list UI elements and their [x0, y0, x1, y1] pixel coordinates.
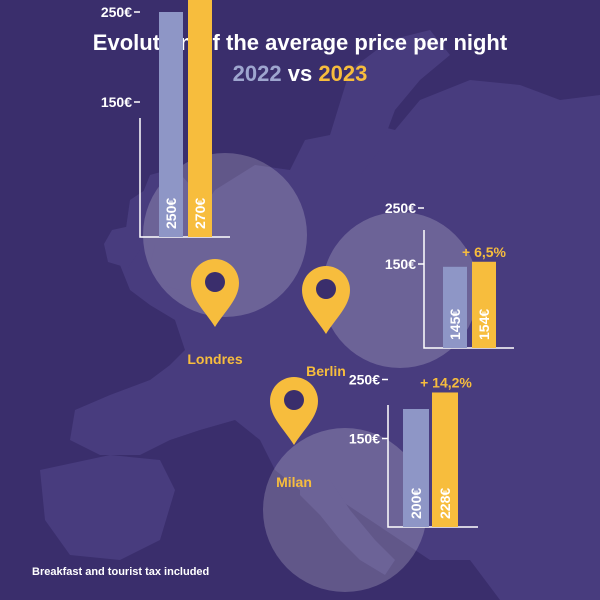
milan-change-label: + 14,2% [420, 374, 472, 390]
berlin-map-pin-icon [302, 266, 350, 334]
milan-tick-label-250: 250€ [349, 372, 380, 388]
map-ireland [104, 225, 140, 268]
berlin-change-label: + 6,5% [462, 244, 507, 260]
berlin-bar-2023 [472, 261, 496, 348]
highlight-circle-london [143, 153, 307, 317]
map-italy [300, 470, 395, 575]
milan-map-pin-hole [284, 390, 304, 410]
berlin-bar-label-2022: 145€ [447, 309, 463, 340]
footnote: Breakfast and tourist tax included [32, 566, 210, 578]
londres-map-pin-icon [191, 259, 239, 327]
milan-city-label: Milan [276, 474, 312, 490]
londres-bar-2022 [159, 12, 183, 237]
londres-bar-2023 [188, 0, 212, 237]
berlin-tick-label-250: 250€ [385, 200, 416, 216]
londres-bar-label-2022: 250€ [163, 198, 179, 229]
berlin-map-pin-hole [316, 279, 336, 299]
londres-tick-label-150: 150€ [101, 94, 132, 110]
berlin-tick-label-150: 150€ [385, 256, 416, 272]
map-scandinavia [330, 30, 450, 175]
chart-subtitle: 2022 vs 2023 [0, 61, 600, 87]
londres-map-pin-hole [205, 272, 225, 292]
subtitle-year-2023: 2023 [318, 61, 368, 86]
milan-bar-label-2023: 228€ [437, 488, 453, 519]
milan-tick-label-150: 150€ [349, 431, 380, 447]
londres-bar-label-2023: 270€ [192, 198, 208, 229]
map-iberia [40, 455, 175, 560]
berlin-bar-2022 [443, 266, 467, 348]
milan-bar-label-2022: 200€ [408, 488, 424, 519]
subtitle-year-2022: 2022 [232, 61, 282, 86]
milan-map-pin-icon [270, 377, 318, 445]
londres-axis [139, 118, 230, 238]
londres-city-label: Londres [187, 351, 242, 367]
berlin-bar-label-2023: 154€ [476, 309, 492, 340]
berlin-city-label: Berlin [306, 363, 346, 379]
highlight-circle-milan [263, 428, 427, 592]
subtitle-vs: vs [287, 61, 313, 86]
milan-bar-2022 [403, 409, 429, 527]
highlight-circle-berlin [322, 212, 478, 368]
londres-tick-label-250: 250€ [101, 4, 132, 20]
milan-bar-2023 [432, 392, 458, 527]
